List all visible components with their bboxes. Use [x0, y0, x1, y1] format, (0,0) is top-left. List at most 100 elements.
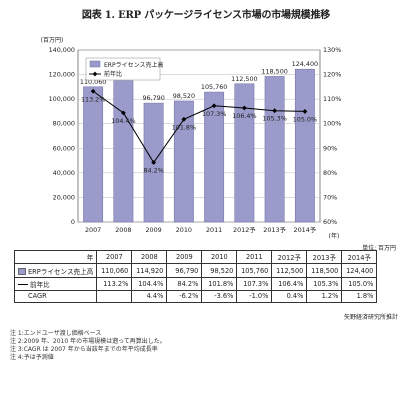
- table-cell: 107.3%: [236, 276, 273, 292]
- table-cell: -6.2%: [166, 290, 203, 303]
- bar-legend-chip: [18, 268, 26, 276]
- row-label: 前年比: [13, 276, 98, 292]
- row-label-text: 前年比: [30, 280, 50, 289]
- x-tick-label: 2013予: [263, 226, 286, 234]
- line-point: [181, 116, 187, 122]
- table-cell: -1.0%: [236, 290, 273, 303]
- bar: [173, 100, 194, 223]
- line-point: [151, 160, 157, 165]
- year-cell: 2010: [201, 249, 238, 265]
- bar-value-label: 110,060: [80, 78, 106, 86]
- table-cell: 105,760: [236, 263, 273, 278]
- y2-tick-label: 100%: [323, 120, 341, 128]
- line-point: [272, 108, 278, 114]
- legend-label-line: 前年比: [104, 70, 122, 78]
- y-axis-label: (百万円): [41, 37, 64, 44]
- legend-swatch-bar: [89, 60, 101, 68]
- bar: [264, 76, 285, 223]
- y2-tick-label: 120%: [323, 71, 341, 79]
- table-cell: 112,500: [271, 263, 308, 278]
- y2-tick-label: 80%: [323, 169, 337, 177]
- y2-tick-label: 110%: [323, 95, 341, 103]
- bar-value-label: 118,500: [261, 67, 287, 75]
- table-cell: 98,520: [201, 263, 238, 278]
- year-cell: 2014予: [341, 249, 378, 265]
- y-tick-label: 20,000: [53, 193, 75, 201]
- row-label: ERPライセンス売上高: [13, 263, 98, 278]
- table-cell: -3.6%: [201, 290, 238, 303]
- note-line: 注 2:2009 年、2010 年の市場規模は遡って再算出した。: [10, 338, 166, 345]
- table-row-sales: ERPライセンス売上高 110,060 114,920 96,790 98,52…: [13, 263, 378, 278]
- table-cell: 101.8%: [201, 276, 238, 292]
- line-legend-mark: [18, 284, 28, 286]
- line-value-label: 113.2%: [81, 95, 105, 103]
- line-value-label: 107.3%: [202, 110, 226, 118]
- y-tick-label: 100,000: [49, 95, 75, 103]
- y2-tick-label: 70%: [323, 193, 337, 201]
- data-table: 年 2007 2008 2009 2010 2011 2012予 2013予 2…: [13, 249, 378, 303]
- table-cell: [96, 290, 133, 303]
- y2-tick-label: 130%: [323, 46, 341, 54]
- year-cell: 2007: [96, 249, 133, 265]
- bar: [294, 68, 315, 223]
- x-tick-label: 2007: [85, 226, 101, 234]
- legend-box: [85, 57, 161, 81]
- table-cell: 105.0%: [341, 276, 378, 292]
- table-cell: 124,400: [341, 263, 378, 278]
- x-axis-unit: (年): [329, 232, 340, 240]
- line-series: [92, 90, 305, 164]
- bar-value-label: 98,520: [173, 92, 195, 100]
- y-tick-label: 140,000: [49, 46, 75, 54]
- table-header-row: 年 2007 2008 2009 2010 2011 2012予 2013予 2…: [13, 249, 378, 265]
- year-header: 年: [13, 249, 98, 265]
- line-point: [211, 103, 217, 109]
- y2-tick-label: 60%: [323, 218, 337, 226]
- legend-label-bar: ERPライセンス売上高: [104, 61, 163, 69]
- table-unit-note: 単位: 百万円: [362, 245, 396, 252]
- bar-value-label: 96,790: [142, 94, 164, 102]
- line-value-label: 106.4%: [232, 112, 256, 120]
- bar-value-label: 105,760: [201, 83, 227, 91]
- row-label-text: ERPライセンス売上高: [28, 267, 94, 276]
- bar: [113, 80, 134, 223]
- line-point: [302, 109, 308, 114]
- notes: 注 1:エンドユーザ渡し価格ベース 注 2:2009 年、2010 年の市場規模…: [10, 330, 166, 362]
- source-note: 矢野経済研究所推計: [343, 314, 398, 321]
- combo-chart: 0 20,000 40,000 60,000 80,000 100,000 120,000 1…: [41, 37, 342, 240]
- line-value-label: 101.8%: [172, 123, 196, 131]
- row-label: CAGR: [13, 290, 98, 303]
- table-cell: 4.4%: [131, 290, 168, 303]
- y-tick-label: 40,000: [53, 169, 75, 177]
- table-cell: 84.2%: [166, 276, 203, 292]
- figure-title: 図表 1. ERP パッケージライセンス市場の市場規模推移: [81, 10, 331, 21]
- x-tick-label: 2011: [206, 226, 222, 234]
- y2-tick-label: 90%: [323, 144, 337, 152]
- line-point: [90, 88, 96, 94]
- x-tick-label: 2012予: [233, 226, 256, 234]
- x-tick-label: 2009: [145, 226, 161, 234]
- table-cell: 96,790: [166, 263, 203, 278]
- y-tick-label: 0: [71, 218, 75, 226]
- year-cell: 2008: [131, 249, 168, 265]
- table-cell: 1.2%: [306, 290, 343, 303]
- bar-value-label: 124,400: [292, 60, 318, 68]
- table-cell: 118,500: [306, 263, 343, 278]
- line-point: [120, 110, 126, 116]
- line-value-label: 105.3%: [262, 115, 286, 123]
- table-row-cagr: CAGR 4.4% -6.2% -3.6% -1.0% 0.4% 1.2% 1.…: [13, 290, 378, 303]
- table-row-yoy: 前年比 113.2% 104.4% 84.2% 101.8% 107.3% 10…: [13, 276, 378, 292]
- bar: [204, 91, 225, 223]
- bar-value-label: 112,500: [231, 75, 257, 83]
- table-cell: 105.3%: [306, 276, 343, 292]
- table-cell: 106.4%: [271, 276, 308, 292]
- line-point: [241, 105, 247, 111]
- note-line: 注 4:予は予測値: [10, 354, 54, 361]
- y-tick-label: 120,000: [49, 71, 75, 79]
- note-line: 注 1:エンドユーザ渡し価格ベース: [10, 330, 102, 337]
- bar: [234, 83, 255, 223]
- x-tick-label: 2014予: [294, 226, 317, 234]
- year-cell: 2009: [166, 249, 203, 265]
- line-value-label: 105.0%: [293, 115, 317, 123]
- table-cell: 0.4%: [271, 290, 308, 303]
- y-tick-label: 60,000: [53, 144, 75, 152]
